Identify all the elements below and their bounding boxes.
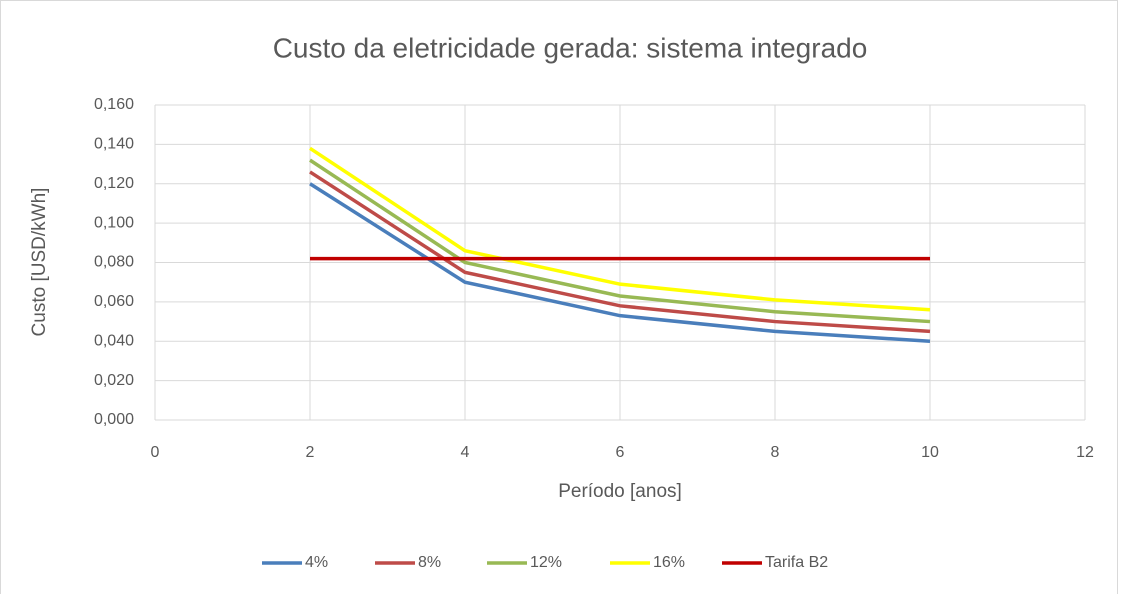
legend-label: 8% [418,554,441,571]
y-tick-label: 0,060 [94,293,134,310]
series-line [309,182,931,343]
y-tick-label: 0,020 [94,372,134,389]
legend-label: 16% [653,554,685,571]
y-tick-label: 0,120 [94,175,134,192]
x-tick-label: 10 [921,444,939,461]
x-tick-label: 8 [771,444,780,461]
x-tick-label: 6 [616,444,625,461]
y-tick-label: 0,000 [94,411,134,428]
y-tick-label: 0,080 [94,254,134,271]
legend-label: 4% [305,554,328,571]
series-line [309,170,931,334]
y-axis-title: Custo [USD/kWh] [29,188,50,337]
y-tick-label: 0,100 [94,214,134,231]
x-tick-label: 4 [461,444,470,461]
x-tick-label: 0 [151,444,160,461]
x-tick-label: 2 [306,444,315,461]
series-line [309,146,931,312]
chart-title: Custo da eletricidade gerada: sistema in… [273,32,868,63]
x-axis-title: Período [anos] [558,481,682,502]
legend-label: 12% [530,554,562,571]
y-tick-label: 0,160 [94,96,134,113]
y-tick-label: 0,040 [94,332,134,349]
series-line [309,158,931,324]
legend-label: Tarifa B2 [765,554,828,571]
y-tick-label: 0,140 [94,136,134,153]
x-tick-label: 12 [1076,444,1094,461]
